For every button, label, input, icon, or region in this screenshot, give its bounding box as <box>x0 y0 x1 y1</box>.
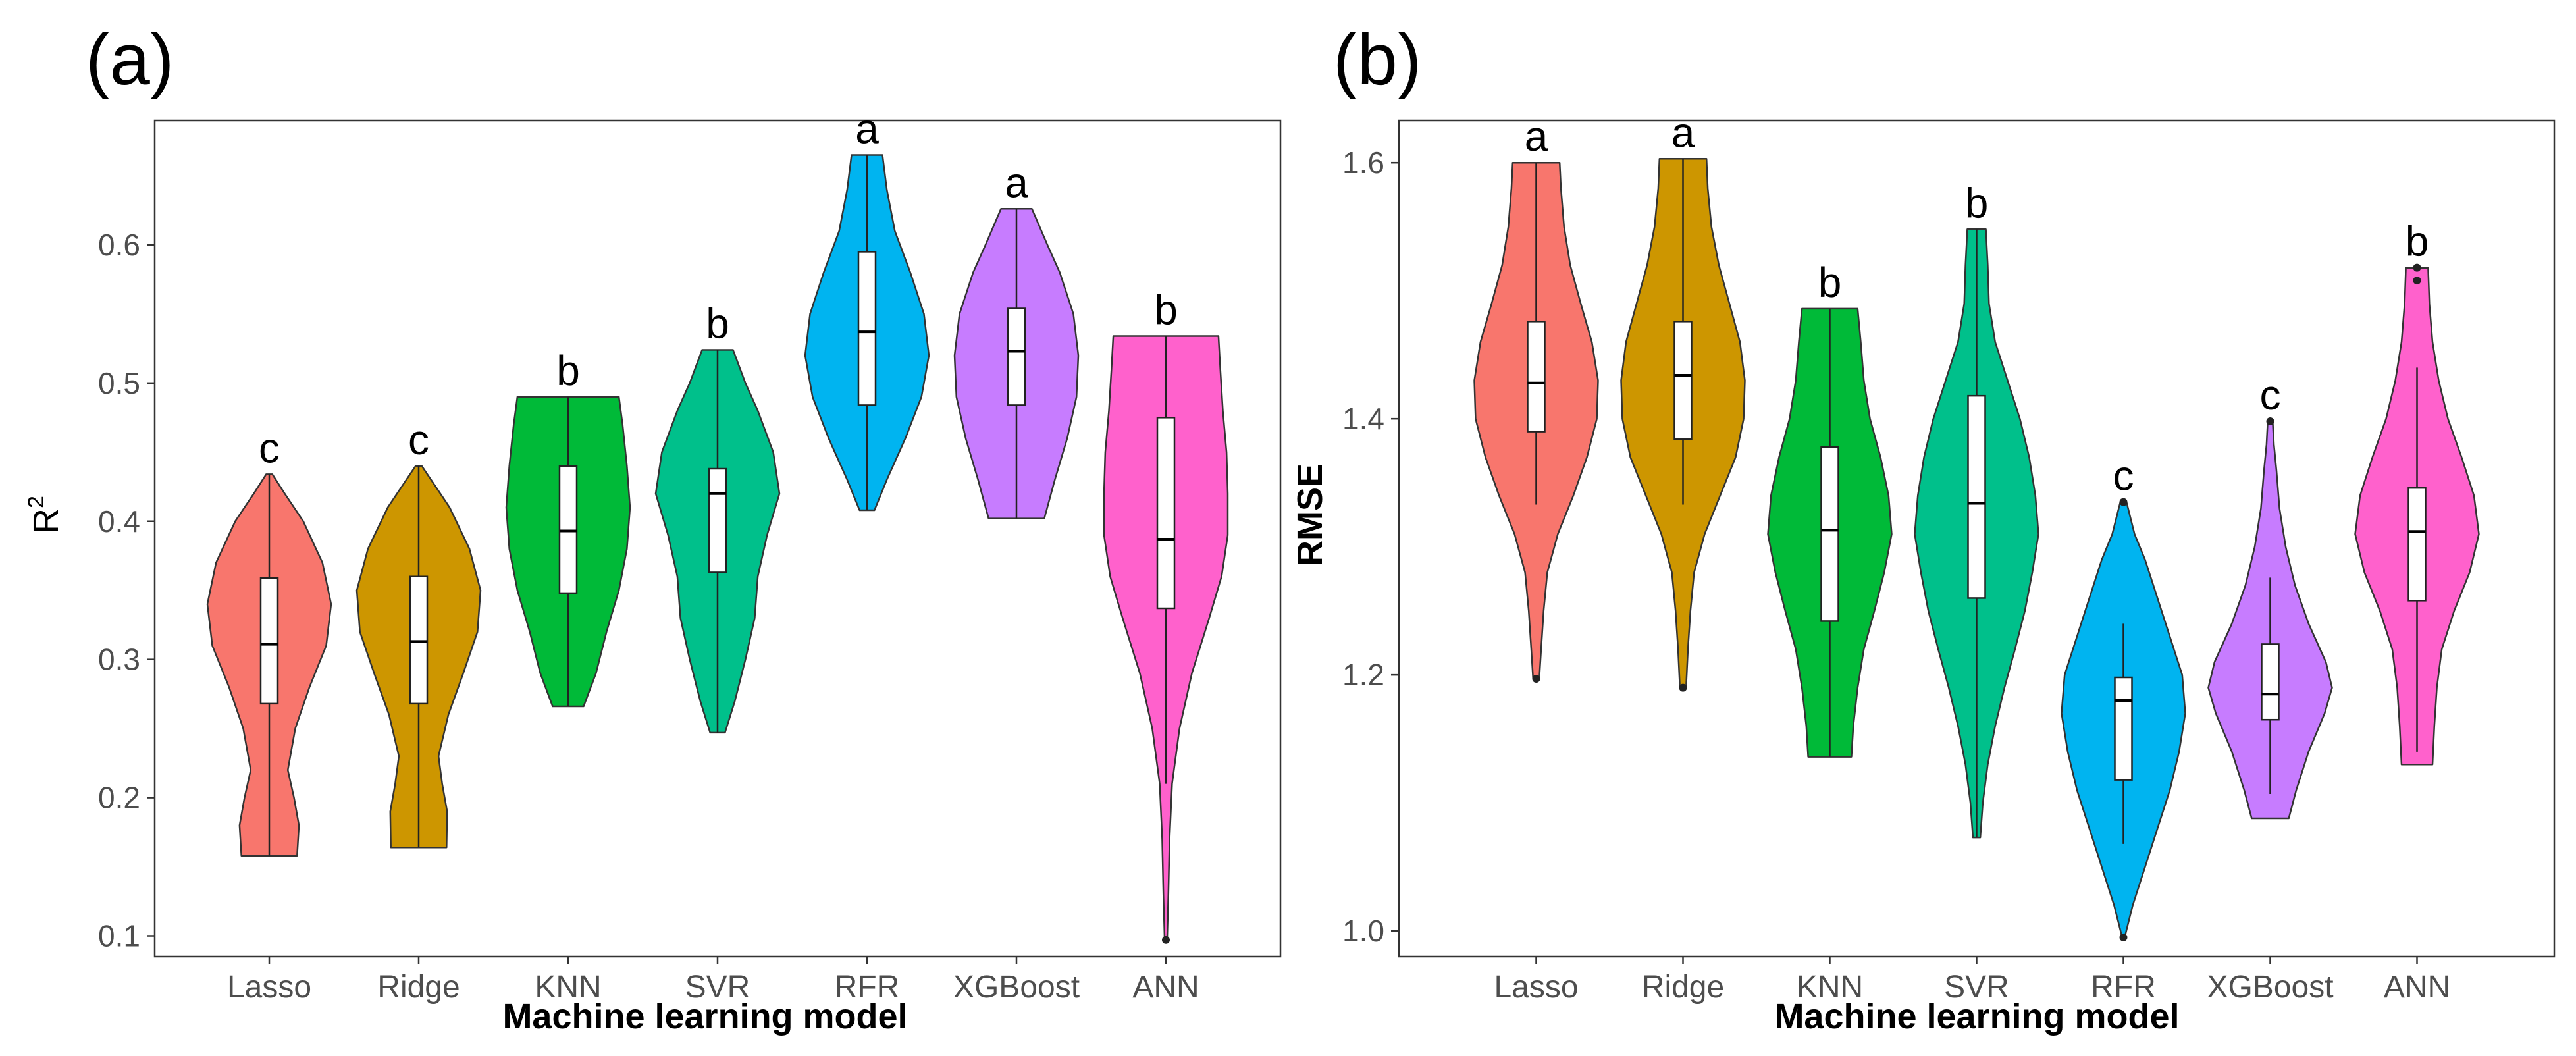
box-ann-b <box>2407 487 2427 602</box>
y-axis-title-a-base: R <box>26 508 66 534</box>
x-tick-label-b: Ridge <box>1642 970 1724 1005</box>
outlier-ridge-b <box>1679 683 1687 692</box>
box-rfr-a <box>857 251 877 406</box>
x-axis-title-b: Machine learning model <box>1774 997 2179 1036</box>
y-tick-label-b: 1.6 <box>1342 145 1384 180</box>
significance-letter-rfr-b: c <box>2113 452 2134 500</box>
x-tick-label-a: ANN <box>1132 970 1199 1005</box>
y-tick-label-a: 0.6 <box>98 228 140 262</box>
x-tick-label-a: KNN <box>535 970 601 1005</box>
box-xgboost-a <box>1007 307 1026 406</box>
y-tick-label-b: 1.4 <box>1342 402 1384 436</box>
outlier-ann-b <box>2413 277 2421 285</box>
x-tick-label-b: KNN <box>1797 970 1863 1005</box>
x-tick-label-b: XGBoost <box>2207 970 2333 1005</box>
box-ridge-b <box>1673 321 1693 440</box>
box-svr-b <box>1967 394 1986 599</box>
significance-letter-ann-b: b <box>2405 218 2429 265</box>
outlier-xgboost-b <box>2266 417 2274 426</box>
significance-letter-ann-a: b <box>1154 286 1178 333</box>
x-tick-label-a: XGBoost <box>953 970 1080 1005</box>
plot-area-b: 1.0 1.2 1.4 1.6 Lasso Ridge KNN SVR RFR XGBoost AN… <box>1342 109 2556 1005</box>
x-tick-label-a: SVR <box>685 970 750 1005</box>
y-axis-title-a: R2 <box>24 496 66 534</box>
x-axis-title-a: Machine learning model <box>502 997 907 1036</box>
outlier-rfr-b <box>2119 498 2128 506</box>
y-tick-label-a: 0.1 <box>98 919 140 953</box>
outlier-ann-b <box>2413 263 2421 272</box>
box-lasso-a <box>259 577 279 705</box>
significance-letter-lasso-a: c <box>259 424 280 471</box>
significance-letter-ridge-a: c <box>408 416 429 463</box>
x-tick-label-b: Lasso <box>1494 970 1578 1005</box>
x-tick-label-b: SVR <box>1944 970 2009 1005</box>
y-axis-title-a-sup: 2 <box>24 496 49 508</box>
y-tick-label-b: 1.2 <box>1342 658 1384 692</box>
significance-letter-svr-b: b <box>1965 179 1989 226</box>
x-tick-label-a: Ridge <box>377 970 460 1005</box>
significance-letter-svr-a: b <box>706 300 729 347</box>
significance-letter-lasso-b: a <box>1525 113 1548 160</box>
box-lasso-b <box>1527 321 1546 433</box>
box-rfr-b <box>2114 676 2133 781</box>
box-ann-a <box>1156 417 1176 610</box>
significance-letter-ridge-b: a <box>1671 109 1695 156</box>
y-tick-label-b: 1.0 <box>1342 914 1384 948</box>
box-knn-b <box>1820 446 1839 622</box>
outlier-ann-a <box>1162 936 1170 944</box>
box-svr-a <box>708 467 727 573</box>
panel-b: (b) 1.0 1.2 1.4 1.6 Lasso Ridge KNN SVR RFR XGBoo… <box>1290 19 2556 1036</box>
significance-letter-rfr-a: a <box>855 105 879 152</box>
panel-a: (a) 0.1 0.2 0.3 0.4 0.5 0.6 Lasso Ridge KNN SVR RF… <box>24 19 1282 1036</box>
y-tick-label-a: 0.2 <box>98 781 140 815</box>
y-tick-label-a: 0.5 <box>98 366 140 400</box>
panel-label-a: (a) <box>86 19 174 100</box>
x-tick-label-b: RFR <box>2091 970 2156 1005</box>
y-axis-title-b: RMSE <box>1290 463 1330 566</box>
significance-letter-xgboost-b: c <box>2260 371 2281 419</box>
plot-area-a: 0.1 0.2 0.3 0.4 0.5 0.6 Lasso Ridge KNN SVR RFR XGB… <box>98 105 1282 1005</box>
significance-letter-xgboost-a: a <box>1005 159 1028 206</box>
y-tick-label-a: 0.4 <box>98 504 140 539</box>
outlier-lasso-b <box>1532 674 1540 683</box>
box-ridge-a <box>409 575 429 705</box>
box-knn-a <box>558 465 578 594</box>
significance-letter-knn-a: b <box>556 347 580 394</box>
x-tick-label-b: ANN <box>2384 970 2450 1005</box>
outlier-rfr-b <box>2119 933 2128 941</box>
x-tick-label-a: Lasso <box>227 970 311 1005</box>
svg-text:R2: R2 <box>24 496 66 534</box>
box-xgboost-b <box>2261 643 2280 721</box>
significance-letter-knn-b: b <box>1818 259 1842 306</box>
x-tick-label-a: RFR <box>835 970 900 1005</box>
y-tick-label-a: 0.3 <box>98 643 140 677</box>
panel-label-b: (b) <box>1333 19 1421 100</box>
